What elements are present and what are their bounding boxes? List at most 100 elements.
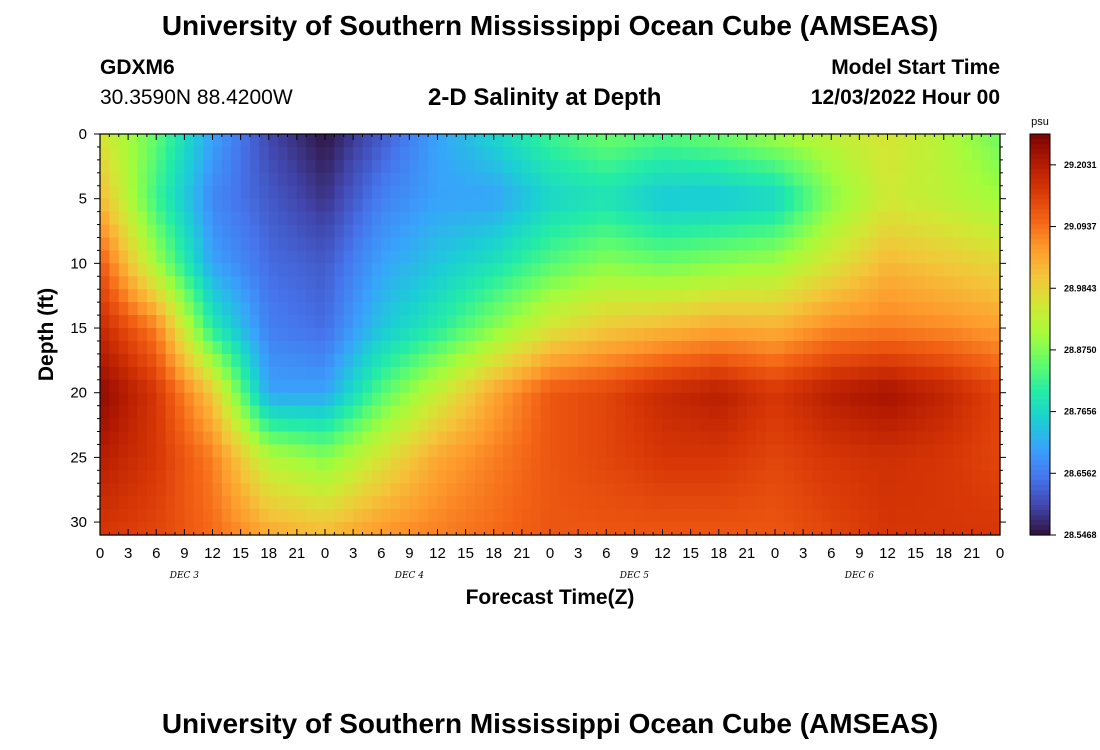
heatmap-cell [540,289,551,303]
heatmap-cell [390,185,401,200]
heatmap-cell [418,418,429,433]
heatmap-cell [381,431,392,446]
heatmap-cell [662,134,673,148]
heatmap-cell [765,211,776,226]
heatmap-cell [587,237,598,252]
heatmap-cell [390,418,401,433]
heatmap-cell [587,315,598,329]
heatmap-cell [231,522,242,536]
heatmap-cell [118,522,129,536]
heatmap-cell [446,379,457,394]
heatmap-cell [362,289,373,303]
heatmap-cell [231,444,242,458]
heatmap-cell [615,457,626,471]
heatmap-cell [868,328,879,342]
colorbar-segment [1030,414,1050,421]
heatmap-cell [896,224,907,239]
heatmap-cell [709,302,720,316]
heatmap-cell [887,276,898,290]
heatmap-cell [418,340,429,355]
heatmap-cell [643,522,654,536]
heatmap-cell [634,146,645,161]
heatmap-cell [428,263,439,277]
heatmap-cell [493,159,504,174]
heatmap-cell [700,134,710,148]
heatmap-cell [165,418,176,433]
heatmap-cell [315,276,326,290]
heatmap-cell [306,496,317,510]
heatmap-cell [568,353,579,368]
heatmap-cell [803,224,814,239]
heatmap-cell [484,522,495,536]
heatmap-cell [268,405,279,420]
heatmap-cell [653,418,664,433]
heatmap-cell [428,211,439,226]
heatmap-cell [259,146,270,161]
heatmap-cell [437,172,448,187]
heatmap-cell [184,470,195,484]
heatmap-cell [353,250,364,264]
heatmap-cell [531,470,542,484]
heatmap-cell [925,444,935,458]
heatmap-cell [512,522,523,536]
heatmap-cell [193,263,204,277]
heatmap-cell [137,159,148,174]
heatmap-cell [381,134,392,148]
heatmap-cell [662,496,673,510]
heatmap-cell [409,353,420,368]
heatmap-cell [925,405,935,420]
heatmap-cell [146,392,157,407]
heatmap-cell [362,444,373,458]
heatmap-cell [146,353,157,368]
heatmap-cell [943,146,954,161]
heatmap-cell [662,289,673,303]
heatmap-cell [250,340,260,355]
heatmap-cell [465,159,476,174]
heatmap-cell [737,276,748,290]
heatmap-cell [990,353,1001,368]
heatmap-cell [325,237,335,252]
heatmap-cell [418,353,429,368]
heatmap-cell [531,522,542,536]
heatmap-cell [606,496,617,510]
heatmap-cell [540,470,551,484]
heatmap-cell [259,289,270,303]
heatmap-cell [962,405,973,420]
heatmap-cell [446,457,457,471]
heatmap-cell [831,159,842,174]
heatmap-cell [962,418,973,433]
heatmap-cell [906,302,917,316]
heatmap-cell [906,224,917,239]
heatmap-cell [718,237,729,252]
heatmap-cell [437,134,448,148]
heatmap-cell [540,224,551,239]
heatmap-cell [559,496,570,510]
heatmap-cell [925,211,935,226]
heatmap-cell [812,470,823,484]
heatmap-cell [803,172,814,187]
heatmap-cell [606,146,617,161]
heatmap-cell [587,263,598,277]
heatmap-cell [615,224,626,239]
heatmap-cell [821,405,832,420]
heatmap-cell [325,379,335,394]
colorbar: psu 29.203129.093728.984328.875028.76562… [1029,116,1097,540]
heatmap-cell [296,470,307,484]
heatmap-cell [634,289,645,303]
heatmap-cell [840,392,851,407]
heatmap-cell [915,340,926,355]
heatmap-cell [746,315,757,329]
heatmap-cell [700,172,710,187]
heatmap-cell [943,405,954,420]
heatmap-cell [259,366,270,381]
heatmap-cell [306,146,317,161]
heatmap-cell [165,185,176,200]
heatmap-cell [371,366,382,381]
heatmap-cell [409,522,420,536]
heatmap-cell [934,353,945,368]
heatmap-cell [831,237,842,252]
heatmap-cell [503,418,514,433]
heatmap-cell [165,340,176,355]
heatmap-cell [803,483,814,497]
heatmap-cell [578,457,589,471]
